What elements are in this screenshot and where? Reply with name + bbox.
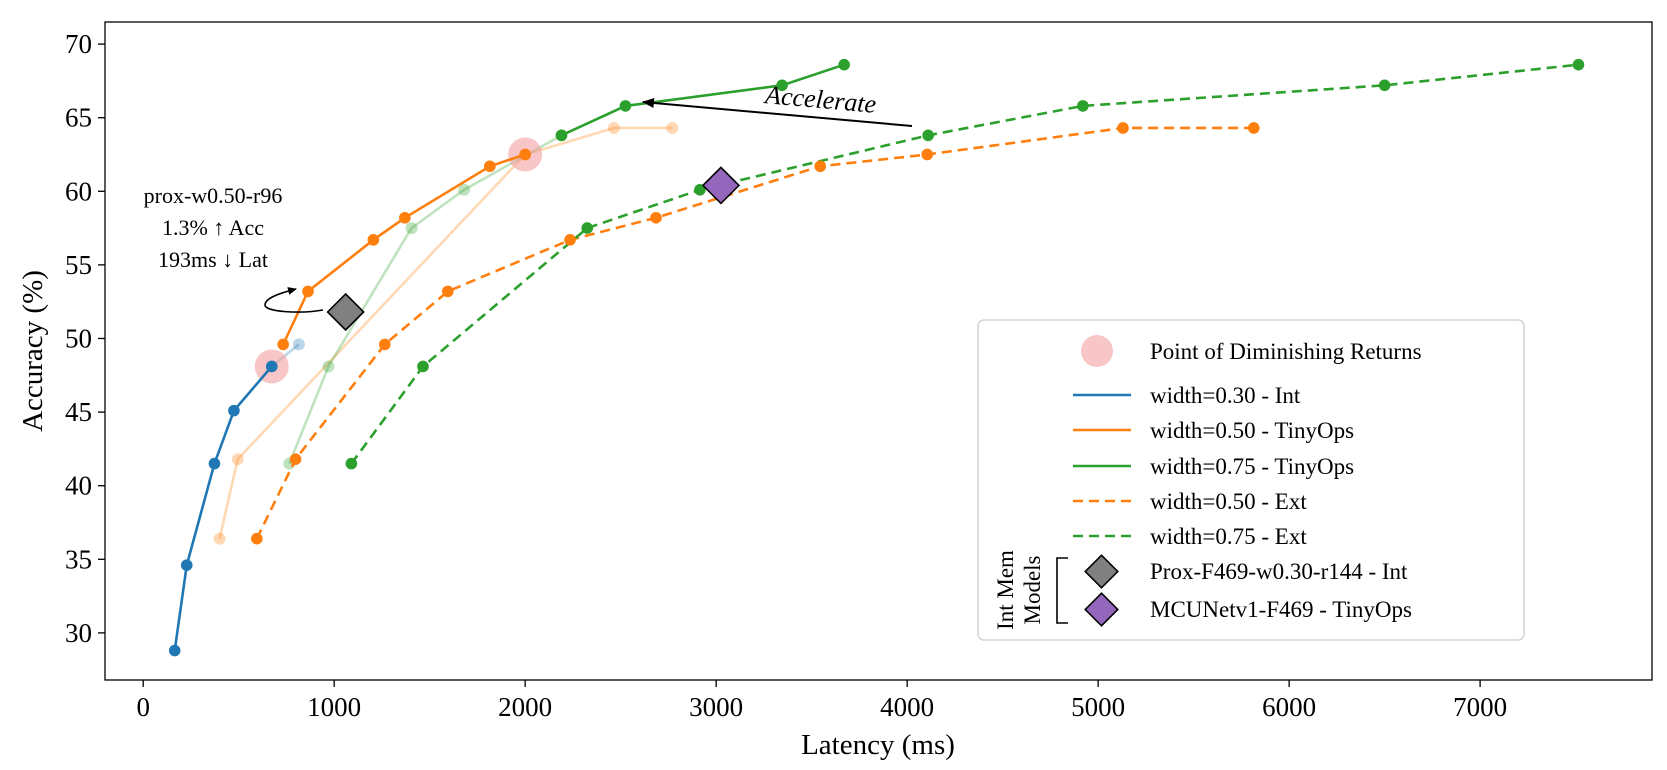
data-point xyxy=(228,404,240,417)
model-diamond xyxy=(326,292,365,332)
data-point xyxy=(265,360,278,373)
series-line xyxy=(255,126,1254,540)
x-tick-label: 4000 xyxy=(880,692,934,722)
data-point xyxy=(417,360,429,373)
data-point xyxy=(399,211,411,224)
data-point xyxy=(367,234,380,246)
faded-point xyxy=(231,453,244,466)
data-point xyxy=(442,285,454,298)
legend-label-2: width=0.75 - TinyOps xyxy=(1150,454,1354,479)
legend-group-bracket xyxy=(1056,557,1068,624)
legend-label-diminishing: Point of Diminishing Returns xyxy=(1150,339,1422,364)
data-point xyxy=(1572,58,1585,71)
faded-point xyxy=(458,183,471,196)
data-point xyxy=(519,148,531,161)
faded-point xyxy=(666,121,679,134)
data-point xyxy=(378,338,391,351)
data-point xyxy=(581,222,594,234)
legend: Point of Diminishing Returns width=0.30 … xyxy=(977,319,1525,641)
model-diamond xyxy=(701,166,741,205)
data-point xyxy=(838,58,850,71)
legend-mcunet-diamond xyxy=(1084,592,1119,627)
legend-group-label-line-1: Int Mem xyxy=(993,550,1018,630)
curved-arrow-icon xyxy=(264,287,324,313)
y-tick-label: 45 xyxy=(65,397,92,427)
data-point xyxy=(484,160,496,173)
data-point xyxy=(180,559,193,571)
legend-label-4: width=0.75 - Ext xyxy=(1150,524,1307,549)
legend-group-label-line-2: Models xyxy=(1020,555,1045,624)
data-point xyxy=(619,100,632,112)
data-point xyxy=(650,211,662,224)
data-point xyxy=(814,160,827,173)
x-tick-label: 2000 xyxy=(498,692,552,722)
y-tick-label: 55 xyxy=(65,250,92,280)
int-mem-model-markers xyxy=(326,166,741,332)
y-tick-label: 40 xyxy=(65,471,92,501)
y-tick-label: 30 xyxy=(65,618,92,648)
faded-lines xyxy=(213,121,679,545)
data-point xyxy=(1378,79,1391,92)
accelerate-arrow-icon xyxy=(642,97,913,127)
legend-label-prox: Prox-F469-w0.30-r144 - Int xyxy=(1150,559,1408,584)
data-point xyxy=(302,285,314,298)
data-point xyxy=(564,234,576,246)
y-tick-label: 65 xyxy=(65,103,92,133)
legend-diminishing-marker xyxy=(1081,335,1113,367)
legend-prox-diamond xyxy=(1084,554,1119,589)
data-point xyxy=(251,532,263,545)
legend-box xyxy=(977,319,1525,641)
legend-label-1: width=0.50 - TinyOps xyxy=(1150,418,1354,443)
x-tick-label: 3000 xyxy=(689,692,743,722)
x-tick-label: 6000 xyxy=(1262,692,1316,722)
data-point xyxy=(922,129,934,142)
legend-label-mcunet: MCUNetv1-F469 - TinyOps xyxy=(1150,597,1412,622)
legend-label-0: width=0.30 - Int xyxy=(1150,383,1301,408)
series-line xyxy=(560,63,845,137)
x-tick-label: 1000 xyxy=(307,692,361,722)
series-points xyxy=(168,58,1585,657)
proxy-annotation-line-2: 1.3% ↑ Acc xyxy=(162,215,264,240)
data-point xyxy=(1077,100,1089,112)
faded-point xyxy=(607,121,620,134)
faded-line xyxy=(288,134,563,465)
data-point xyxy=(168,644,181,657)
x-tick-label: 5000 xyxy=(1071,692,1125,722)
data-point xyxy=(345,457,358,470)
proxy-annotation-line-3: 193ms ↓ Lat xyxy=(158,247,268,272)
data-point xyxy=(694,184,706,196)
proxy-annotation: prox-w0.50-r96 1.3% ↑ Acc 193ms ↓ Lat xyxy=(144,183,324,313)
proxy-annotation-line-1: prox-w0.50-r96 xyxy=(144,183,283,208)
axes: 0 1000 2000 3000 4000 5000 6000 7000 30 35 40 45 50 5… xyxy=(65,29,1507,722)
legend-label-3: width=0.50 - Ext xyxy=(1150,489,1307,514)
faded-point xyxy=(322,360,335,373)
data-point xyxy=(208,457,221,470)
data-point xyxy=(921,148,934,161)
y-axis-title: Accuracy (%) xyxy=(17,270,49,432)
y-tick-label: 60 xyxy=(65,176,92,206)
y-tick-label: 50 xyxy=(65,323,92,353)
data-point xyxy=(1247,122,1260,134)
data-point xyxy=(289,453,302,465)
data-point xyxy=(555,129,568,142)
y-tick-label: 35 xyxy=(65,544,92,574)
data-point xyxy=(1117,122,1129,134)
y-tick-label: 70 xyxy=(65,29,92,59)
faded-point xyxy=(213,532,226,545)
x-axis-title: Latency (ms) xyxy=(801,729,955,761)
x-tick-label: 7000 xyxy=(1453,692,1507,722)
data-point xyxy=(776,79,788,92)
data-point xyxy=(277,338,289,351)
faded-point xyxy=(292,338,305,351)
faded-point xyxy=(405,222,418,235)
series-line xyxy=(282,153,526,345)
x-tick-label: 0 xyxy=(136,692,150,722)
